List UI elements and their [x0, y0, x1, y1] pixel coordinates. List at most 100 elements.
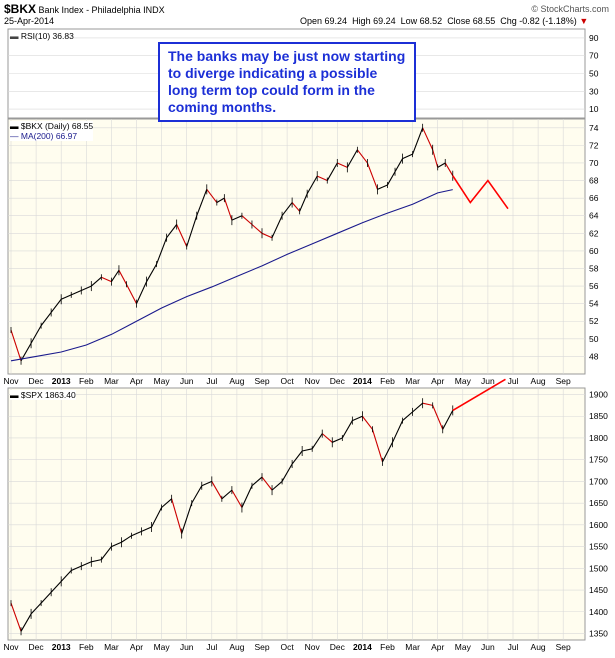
x-tick-label: May [154, 642, 171, 652]
price-segment [90, 276, 102, 287]
exchange: INDX [143, 5, 165, 15]
x-tick-label: Jun [180, 642, 194, 652]
price-segment [151, 507, 163, 528]
price-segment [191, 485, 203, 504]
price-segment [50, 580, 62, 593]
rsi-label-text: RSI(10) 36.83 [20, 31, 74, 41]
price-segment [422, 402, 433, 406]
price-segment [316, 175, 328, 182]
price-segment [444, 162, 454, 176]
x-tick-label: Feb [79, 642, 94, 652]
high-value: High 69.24 [352, 16, 396, 26]
x-tick-label: Feb [380, 376, 395, 386]
price-segment [361, 415, 373, 430]
bkx-series-group [10, 123, 509, 365]
y-tick-label: 74 [589, 123, 599, 133]
y-tick-label: 90 [589, 33, 599, 43]
open-value: Open 69.24 [300, 16, 348, 26]
x-tick-label: Apr [431, 376, 444, 386]
price-segment [223, 197, 233, 221]
price-segment [166, 224, 178, 239]
y-tick-label: 1350 [589, 628, 608, 638]
y-tick-label: 66 [589, 193, 599, 203]
x-tick-label: Sep [254, 642, 269, 652]
chart-date: 25-Apr-2014 [4, 16, 55, 26]
price-segment [306, 175, 318, 195]
y-tick-label: 1900 [589, 390, 608, 400]
y-tick-label: 72 [589, 140, 599, 150]
x-tick-label: Nov [305, 642, 321, 652]
quote-summary: Open 69.24 High 69.24 Low 68.52 Close 68… [300, 16, 588, 26]
price-segment [271, 215, 283, 238]
index-name: Bank Index - Philadelphia [38, 5, 141, 15]
spx-grid [8, 388, 585, 640]
price-segment [121, 535, 132, 543]
x-tick-label: Feb [79, 376, 94, 386]
copyright[interactable]: © StockCharts.com [531, 4, 609, 14]
y-tick-label: 68 [589, 176, 599, 186]
bkx-ma-legend: — MA(200) 66.97 [10, 131, 93, 141]
spx-price-label: $SPX 1863.40 [20, 390, 76, 400]
y-tick-label: 1500 [589, 563, 608, 573]
x-tick-label: Mar [405, 376, 420, 386]
x-tick-label: Aug [531, 376, 546, 386]
price-segment [412, 127, 424, 155]
bkx-ma-label: MA(200) 66.97 [20, 131, 78, 141]
x-tick-label: May [455, 376, 472, 386]
x-tick-label: Sep [254, 376, 269, 386]
price-segment [241, 485, 253, 508]
x-tick-label: Dec [29, 642, 45, 652]
y-tick-label: 64 [589, 211, 599, 221]
price-segment [392, 420, 404, 443]
price-segment [10, 329, 22, 361]
price-segment [206, 189, 218, 203]
y-tick-label: 60 [589, 246, 599, 256]
price-segment [432, 405, 444, 430]
price-segment [50, 298, 62, 313]
price-segment [371, 429, 384, 463]
x-tick-label: 2014 [353, 376, 372, 386]
projection-line [452, 378, 506, 412]
x-tick-label: Jul [508, 642, 519, 652]
price-segment [156, 237, 168, 265]
price-segment [176, 224, 188, 247]
spx-panel [7, 387, 586, 641]
price-segment [321, 433, 333, 443]
spx-y-axis: 1350 1400 1450 1500 1550 1600 1650 1700 1750 1800… [589, 390, 608, 639]
price-segment [110, 269, 120, 282]
price-segment [341, 420, 353, 439]
x-tick-label: Jun [481, 642, 495, 652]
spx-x-axis: Nov Dec 2013 Feb Mar Apr May Jun Jul Aug Sep Oct Nov… [3, 642, 571, 652]
rsi-label: ▬ RSI(10) 36.83 [10, 31, 74, 41]
x-tick-label: Jul [206, 642, 217, 652]
price-segment [216, 197, 225, 204]
price-segment [71, 289, 82, 296]
price-segment [394, 158, 404, 173]
price-segment [30, 602, 42, 615]
x-tick-label: May [154, 376, 171, 386]
price-segment [437, 162, 446, 168]
price-segment [125, 284, 137, 304]
x-tick-label: Mar [104, 376, 119, 386]
y-tick-label: 70 [589, 51, 599, 61]
y-tick-label: 50 [589, 69, 599, 79]
price-segment [135, 281, 148, 304]
price-segment [412, 402, 423, 413]
x-tick-label: Apr [130, 376, 143, 386]
price-segment [196, 189, 208, 216]
moving-average-line [10, 189, 453, 362]
rsi-y-axis: 10 30 50 70 90 [589, 33, 599, 114]
y-tick-label: 1800 [589, 433, 608, 443]
chart-header: $BKX Bank Index - Philadelphia INDX [4, 2, 165, 16]
price-segment [356, 149, 368, 164]
y-tick-label: 62 [589, 228, 599, 238]
rsi-marker-icon: ▬ [10, 31, 19, 41]
x-tick-label: Jun [180, 376, 194, 386]
bkx-y-axis: 48 50 52 54 56 58 60 62 64 66 68 70 72 74 [589, 123, 599, 362]
x-tick-label: Apr [130, 642, 143, 652]
price-segment [261, 476, 273, 491]
y-tick-label: 1700 [589, 476, 608, 486]
price-segment [111, 541, 122, 548]
price-segment [146, 263, 158, 282]
